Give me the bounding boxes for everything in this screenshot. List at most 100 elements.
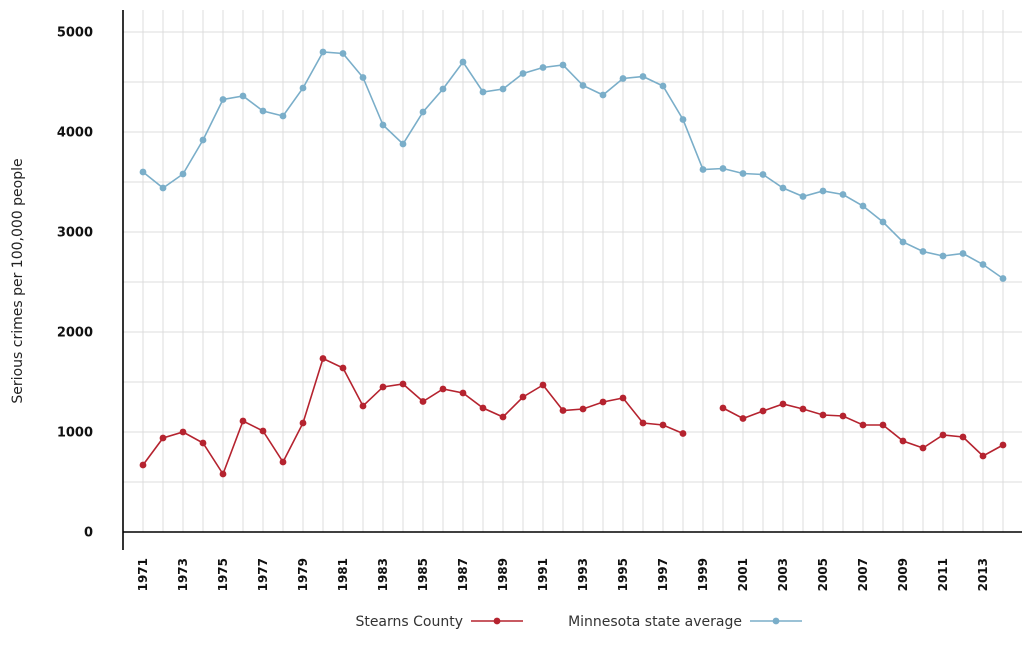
- data-point: [499, 413, 507, 421]
- legend-swatch-marker: [772, 617, 780, 625]
- data-point: [279, 112, 287, 120]
- x-tick-label: 2001: [736, 558, 750, 591]
- data-point: [359, 402, 367, 410]
- x-tick-label: 2007: [856, 558, 870, 591]
- data-point: [279, 458, 287, 466]
- data-point: [659, 421, 667, 429]
- data-point: [499, 85, 507, 93]
- data-point: [199, 439, 207, 447]
- data-point: [399, 140, 407, 148]
- data-point: [219, 96, 227, 103]
- data-point: [539, 64, 547, 71]
- data-point: [979, 261, 987, 268]
- x-tick-label: 1985: [416, 558, 430, 591]
- x-tick-label: 1983: [376, 558, 390, 591]
- x-tick-label: 1993: [576, 558, 590, 591]
- data-point: [919, 248, 927, 255]
- data-point: [619, 394, 627, 402]
- x-tick-label: 1999: [696, 558, 710, 591]
- data-point: [639, 419, 647, 427]
- y-tick-labels: 0 1000 2000 3000 4000 5000: [57, 26, 93, 541]
- data-point: [479, 404, 487, 412]
- data-point: [139, 461, 147, 469]
- data-point: [699, 166, 707, 173]
- x-tick-label: 1973: [176, 558, 190, 591]
- data-point: [959, 250, 967, 257]
- data-point: [839, 191, 847, 198]
- data-point: [539, 381, 547, 389]
- data-point: [479, 88, 487, 96]
- x-tick-label: 2013: [976, 558, 990, 591]
- data-point: [439, 385, 447, 393]
- x-tick-label: 1995: [616, 558, 630, 591]
- x-tick-label: 1997: [656, 558, 670, 591]
- data-point: [959, 433, 967, 441]
- data-point: [199, 136, 207, 144]
- legend-label: Stearns County: [355, 614, 463, 630]
- legend-entry-1: Stearns County: [355, 614, 523, 630]
- y-tick-label: 0: [84, 526, 93, 541]
- data-point: [459, 58, 467, 66]
- data-point: [379, 383, 387, 391]
- data-point: [759, 407, 767, 415]
- x-tick-label: 1991: [536, 558, 550, 591]
- data-point: [139, 168, 147, 176]
- legend-label: Minnesota state average: [568, 614, 742, 630]
- data-point: [999, 441, 1007, 449]
- data-point: [759, 171, 767, 178]
- data-point: [599, 398, 607, 406]
- series-line: [142, 357, 1004, 476]
- series-line: [142, 51, 1004, 280]
- data-point: [999, 275, 1007, 282]
- y-tick-label: 3000: [57, 226, 93, 241]
- data-point: [339, 50, 347, 57]
- data-point: [579, 82, 587, 89]
- data-point: [619, 75, 627, 82]
- data-point: [519, 70, 527, 77]
- data-point: [239, 92, 247, 100]
- data-point: [559, 407, 567, 414]
- x-tick-label: 1989: [496, 558, 510, 591]
- legend-entry-2: Minnesota state average: [568, 614, 802, 630]
- data-point: [519, 393, 527, 401]
- x-tick-label: 1987: [456, 558, 470, 591]
- data-point: [319, 48, 327, 56]
- data-point: [219, 470, 227, 478]
- data-point: [179, 170, 187, 178]
- data-point: [739, 415, 747, 422]
- data-point: [459, 389, 467, 397]
- series-2: [139, 48, 1007, 282]
- data-point: [899, 238, 907, 246]
- gridlines: [123, 10, 1022, 533]
- x-tick-label: 1975: [216, 558, 230, 591]
- legend: Stearns County Minnesota state average: [355, 614, 802, 630]
- data-point: [299, 419, 307, 427]
- data-point: [879, 421, 887, 429]
- data-point: [799, 193, 807, 200]
- data-point: [819, 187, 827, 195]
- series-layer: [139, 48, 1007, 478]
- data-point: [659, 82, 667, 90]
- data-point: [719, 165, 727, 172]
- data-point: [719, 404, 727, 412]
- x-tick-label: 2005: [816, 558, 830, 591]
- x-tick-label: 1971: [136, 558, 150, 591]
- data-point: [239, 417, 247, 425]
- data-point: [419, 108, 427, 116]
- series-1: [139, 355, 1007, 478]
- data-point: [159, 434, 167, 442]
- legend-swatch-marker: [493, 617, 501, 625]
- y-axis-label: Serious crimes per 100,000 people: [10, 158, 26, 403]
- data-point: [839, 412, 847, 420]
- data-point: [919, 444, 927, 452]
- data-point: [859, 202, 867, 210]
- data-point: [419, 398, 427, 405]
- data-point: [779, 184, 787, 192]
- data-point: [739, 170, 747, 177]
- x-tick-labels: 1971 1973 1975 1977 1979 1981 1983 1985 1987 1989…: [136, 558, 990, 591]
- axes: [122, 10, 1022, 550]
- data-point: [339, 364, 347, 372]
- data-point: [859, 421, 867, 429]
